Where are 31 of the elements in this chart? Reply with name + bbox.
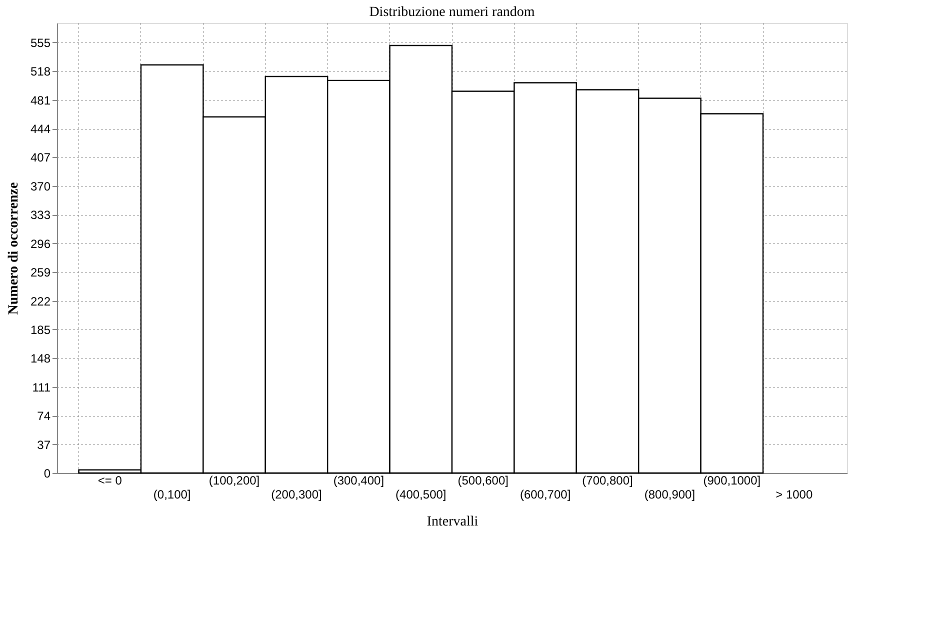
x-tick-label: <= 0 [98, 474, 122, 488]
x-tick-label: (700,800] [582, 474, 633, 488]
x-tick-label: (400,500] [396, 488, 446, 502]
x-tick-label: (500,600] [458, 474, 508, 488]
x-tick-label: (100,200] [208, 474, 260, 488]
y-tick-label: 111 [32, 380, 51, 394]
y-tick-label: 0 [44, 466, 51, 480]
x-tick-label: > 1000 [776, 488, 813, 502]
y-tick-label: 370 [30, 179, 51, 194]
y-tick-label: 222 [30, 294, 51, 308]
y-tick-label: 555 [30, 36, 51, 50]
y-tick-label: 37 [37, 438, 51, 452]
y-tick-label: 74 [37, 409, 51, 424]
x-tick-label: (900,1000] [703, 474, 761, 488]
y-tick-label: 518 [30, 64, 51, 79]
x-tick-label: (800,900] [644, 488, 696, 502]
x-tick-label: (200,300] [271, 488, 322, 502]
x-tick-label: (600,700] [520, 488, 571, 502]
y-tick-label: 185 [30, 322, 51, 337]
y-tick-label: 407 [30, 150, 51, 165]
y-tick-label: 444 [30, 122, 51, 136]
y-tick-label: 148 [30, 352, 51, 366]
x-tick-label: (0,100] [153, 488, 191, 502]
x-tick-label: (300,400] [333, 474, 384, 488]
y-tick-label: 296 [30, 236, 51, 251]
x-axis-title: Intervalli [426, 514, 478, 530]
y-axis-title: Numero di occorrenze [6, 182, 22, 315]
chart-title: Distribuzione numeri random [369, 5, 535, 20]
y-tick-label: 481 [30, 93, 51, 108]
y-tick-label: 333 [30, 208, 51, 222]
y-tick-label: 259 [30, 266, 51, 280]
